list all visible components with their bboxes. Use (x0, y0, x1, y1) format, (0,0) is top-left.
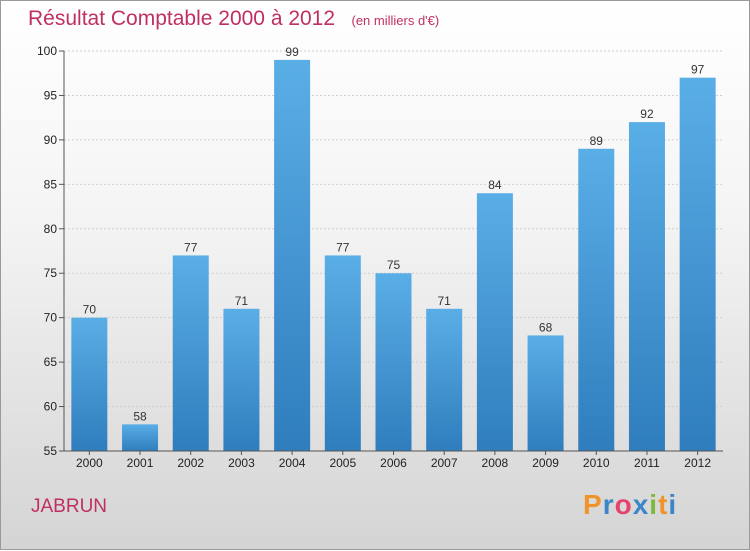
y-tick-label: 55 (44, 444, 58, 458)
data-label: 99 (285, 45, 299, 59)
y-tick-label: 60 (44, 400, 58, 414)
data-label: 89 (590, 134, 604, 148)
y-tick-label: 65 (44, 355, 58, 369)
data-label: 58 (133, 409, 147, 423)
data-label: 97 (691, 63, 705, 77)
x-tick-label: 2000 (76, 456, 103, 470)
x-tick-label: 2005 (329, 456, 356, 470)
proxiti-logo: Proxiti (583, 489, 677, 521)
data-label: 77 (184, 240, 198, 254)
x-tick-label: 2010 (583, 456, 610, 470)
logo-letter: o (614, 489, 633, 520)
bar (578, 148, 615, 451)
data-label: 68 (539, 320, 553, 334)
chart-subtitle: (en milliers d'€) (351, 13, 440, 28)
x-tick-label: 2004 (279, 456, 306, 470)
x-tick-label: 2007 (431, 456, 458, 470)
bar (527, 335, 564, 451)
bar (476, 193, 513, 451)
logo-letter: r (602, 489, 615, 520)
bar (71, 317, 108, 451)
logo-letter: t (658, 489, 669, 520)
bar (426, 308, 463, 451)
axes (59, 50, 723, 455)
logo-letter: x (632, 489, 650, 520)
y-tick-label: 70 (44, 311, 58, 325)
y-tick-label: 80 (44, 222, 58, 236)
data-label: 71 (235, 294, 249, 308)
y-tick-label: 100 (37, 44, 57, 58)
data-label: 75 (387, 258, 401, 272)
logo-letter: i (649, 489, 659, 520)
y-tick-label: 95 (44, 88, 58, 102)
bar (223, 308, 260, 451)
logo-letter: i (668, 489, 678, 520)
x-tick-label: 2006 (380, 456, 407, 470)
logo-letter: P (583, 489, 603, 520)
bar (172, 255, 209, 451)
chart-title: Résultat Comptable 2000 à 2012 (28, 7, 336, 30)
bar (679, 77, 716, 452)
y-tick-label: 75 (44, 266, 58, 280)
data-label: 84 (488, 178, 502, 192)
x-tick-label: 2003 (228, 456, 255, 470)
labels: 55 60 65 70 75 80 85 90 95 100 70 2000 58 2001 77 2002 7… (37, 44, 711, 470)
bar (375, 273, 412, 451)
x-tick-label: 2012 (684, 456, 711, 470)
x-tick-label: 2008 (482, 456, 509, 470)
data-label: 71 (438, 294, 452, 308)
x-tick-label: 2009 (532, 456, 559, 470)
x-tick-label: 2002 (177, 456, 204, 470)
bar (274, 59, 311, 452)
title-block: Résultat Comptable 2000 à 2012 (en milli… (28, 7, 439, 31)
data-label: 70 (83, 303, 97, 317)
commune-name: JABRUN (31, 496, 108, 517)
bar (122, 424, 159, 451)
y-tick-label: 90 (44, 133, 58, 147)
data-label: 92 (640, 107, 654, 121)
x-tick-label: 2011 (634, 456, 660, 470)
bars (71, 59, 716, 452)
x-tick-label: 2001 (127, 456, 154, 470)
bar (324, 255, 361, 451)
data-label: 77 (336, 240, 350, 254)
y-tick-label: 85 (44, 177, 58, 191)
bar (628, 122, 665, 451)
